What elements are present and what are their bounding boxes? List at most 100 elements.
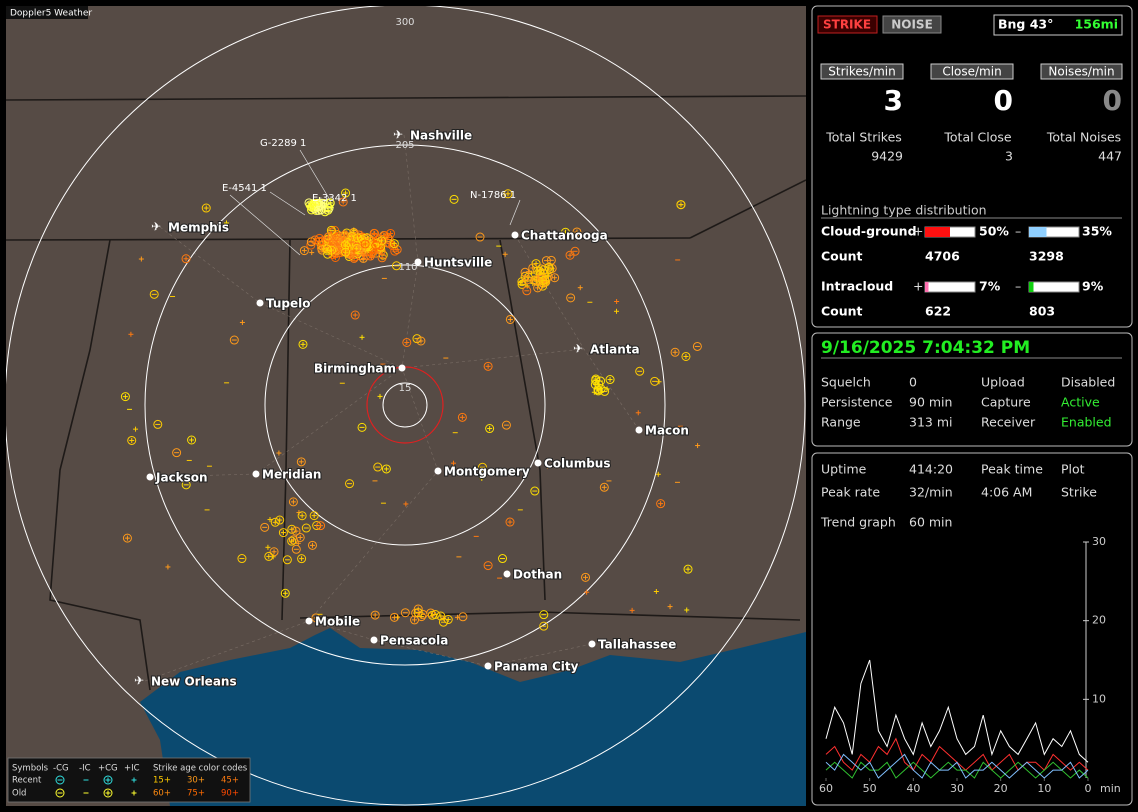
city-dot xyxy=(370,636,378,644)
symbol-ring xyxy=(581,572,591,582)
strike-symbol xyxy=(550,273,560,283)
symbol-ring xyxy=(332,246,342,256)
city-dot xyxy=(484,662,492,670)
strike-symbol xyxy=(375,242,381,248)
setting-cell: 0 xyxy=(909,375,917,390)
percent-bar xyxy=(925,227,950,237)
symbol-ring xyxy=(540,275,550,285)
strike-symbol xyxy=(127,435,137,445)
strike-symbol xyxy=(539,610,549,620)
strike-symbol xyxy=(695,443,701,449)
symbol-ring xyxy=(593,385,603,395)
city-label: Tallahassee xyxy=(598,638,676,652)
strike-symbol xyxy=(316,521,326,531)
symbol-ring xyxy=(350,310,360,320)
symbol-ring xyxy=(305,200,315,210)
rate-value: 0 xyxy=(1103,84,1122,117)
city-label: Mobile xyxy=(315,615,360,629)
strike-symbol xyxy=(683,564,693,574)
strike-symbol xyxy=(584,589,590,595)
strike-symbol xyxy=(280,588,290,598)
legend-label: Strike age color codes xyxy=(153,764,248,774)
strike-symbol xyxy=(297,554,307,564)
strike-symbol xyxy=(296,510,302,516)
strike-symbol xyxy=(535,266,545,276)
strike-symbol xyxy=(410,615,420,625)
symbol-ring xyxy=(323,232,333,242)
strike-symbol xyxy=(353,233,363,243)
strike-symbol xyxy=(596,376,606,386)
symbol-ring xyxy=(377,253,387,263)
symbol-ring xyxy=(388,241,398,251)
symbol-ring xyxy=(430,609,440,619)
state-borders xyxy=(6,95,806,691)
city-label: Chattanooga xyxy=(521,229,608,243)
settings-panel xyxy=(811,332,1133,447)
symbol-ring xyxy=(681,351,691,361)
strike-symbol xyxy=(338,197,348,207)
strike-symbol xyxy=(149,289,159,299)
y-tick-label: 10 xyxy=(1092,692,1106,705)
legend-header: +CG xyxy=(98,764,118,774)
symbol-ring xyxy=(201,203,211,213)
city-dot xyxy=(414,258,422,266)
strike-symbol xyxy=(443,615,453,625)
symbol-ring xyxy=(505,517,515,527)
strike-symbol xyxy=(133,426,139,432)
stat-cell: Uptime xyxy=(821,462,867,477)
trend-line xyxy=(825,659,1089,763)
symbol-ring xyxy=(153,419,163,429)
strike-symbol xyxy=(614,308,620,314)
symbol-ring xyxy=(181,254,191,264)
city-label: New Orleans xyxy=(151,675,237,689)
noise-button[interactable] xyxy=(882,15,942,34)
strike-symbol xyxy=(55,788,65,798)
symbol-ring xyxy=(349,253,359,263)
airport-icon: ✈ xyxy=(134,674,144,688)
symbol-ring xyxy=(676,200,686,210)
symbol-ring xyxy=(599,482,609,492)
strike-symbol xyxy=(416,336,426,346)
strike-symbol xyxy=(298,339,308,349)
app-title: Doppler5 Weather xyxy=(10,9,92,19)
symbol-ring xyxy=(288,535,298,545)
symbol-ring xyxy=(517,277,527,287)
strike-symbol xyxy=(122,533,132,543)
strike-symbol xyxy=(291,544,301,554)
symbol-ring xyxy=(297,554,307,564)
strike-symbol xyxy=(530,486,540,496)
strike-symbol xyxy=(260,522,270,532)
symbol-ring xyxy=(570,246,580,256)
rate-button[interactable] xyxy=(1040,63,1123,80)
strike-button[interactable] xyxy=(817,15,878,34)
count-label: Count xyxy=(821,304,863,319)
city-label: Memphis xyxy=(168,221,229,235)
symbol-ring xyxy=(338,197,348,207)
x-tick-label: 10 xyxy=(1037,782,1051,795)
type-name: Intracloud xyxy=(821,279,893,294)
rate-value: 0 xyxy=(994,84,1013,117)
range-label: 300 xyxy=(395,17,414,28)
rate-button[interactable] xyxy=(820,63,904,80)
symbol-ring xyxy=(122,533,132,543)
symbol-ring xyxy=(475,232,485,242)
symbol-ring xyxy=(596,376,606,386)
symbol-ring xyxy=(322,244,332,254)
symbol-ring xyxy=(295,532,305,542)
datetime: 9/16/2025 7:04:32 PM xyxy=(821,338,1030,358)
strike-symbol xyxy=(288,497,298,507)
strike-symbol xyxy=(430,609,440,619)
x-tick-label: 20 xyxy=(994,782,1008,795)
rate-button[interactable] xyxy=(930,63,1014,80)
strike-symbol xyxy=(351,227,357,233)
setting-cell: 90 min xyxy=(909,395,952,410)
strike-symbol xyxy=(454,614,460,620)
city-dot xyxy=(503,570,511,578)
strike-symbol xyxy=(291,526,301,536)
count-value: 4706 xyxy=(925,249,960,264)
legend-label: Recent xyxy=(12,776,42,786)
stat-cell: 60 min xyxy=(909,515,952,530)
strike-symbol xyxy=(349,253,359,263)
symbol-ring xyxy=(275,515,285,525)
strike-symbol xyxy=(599,482,609,492)
